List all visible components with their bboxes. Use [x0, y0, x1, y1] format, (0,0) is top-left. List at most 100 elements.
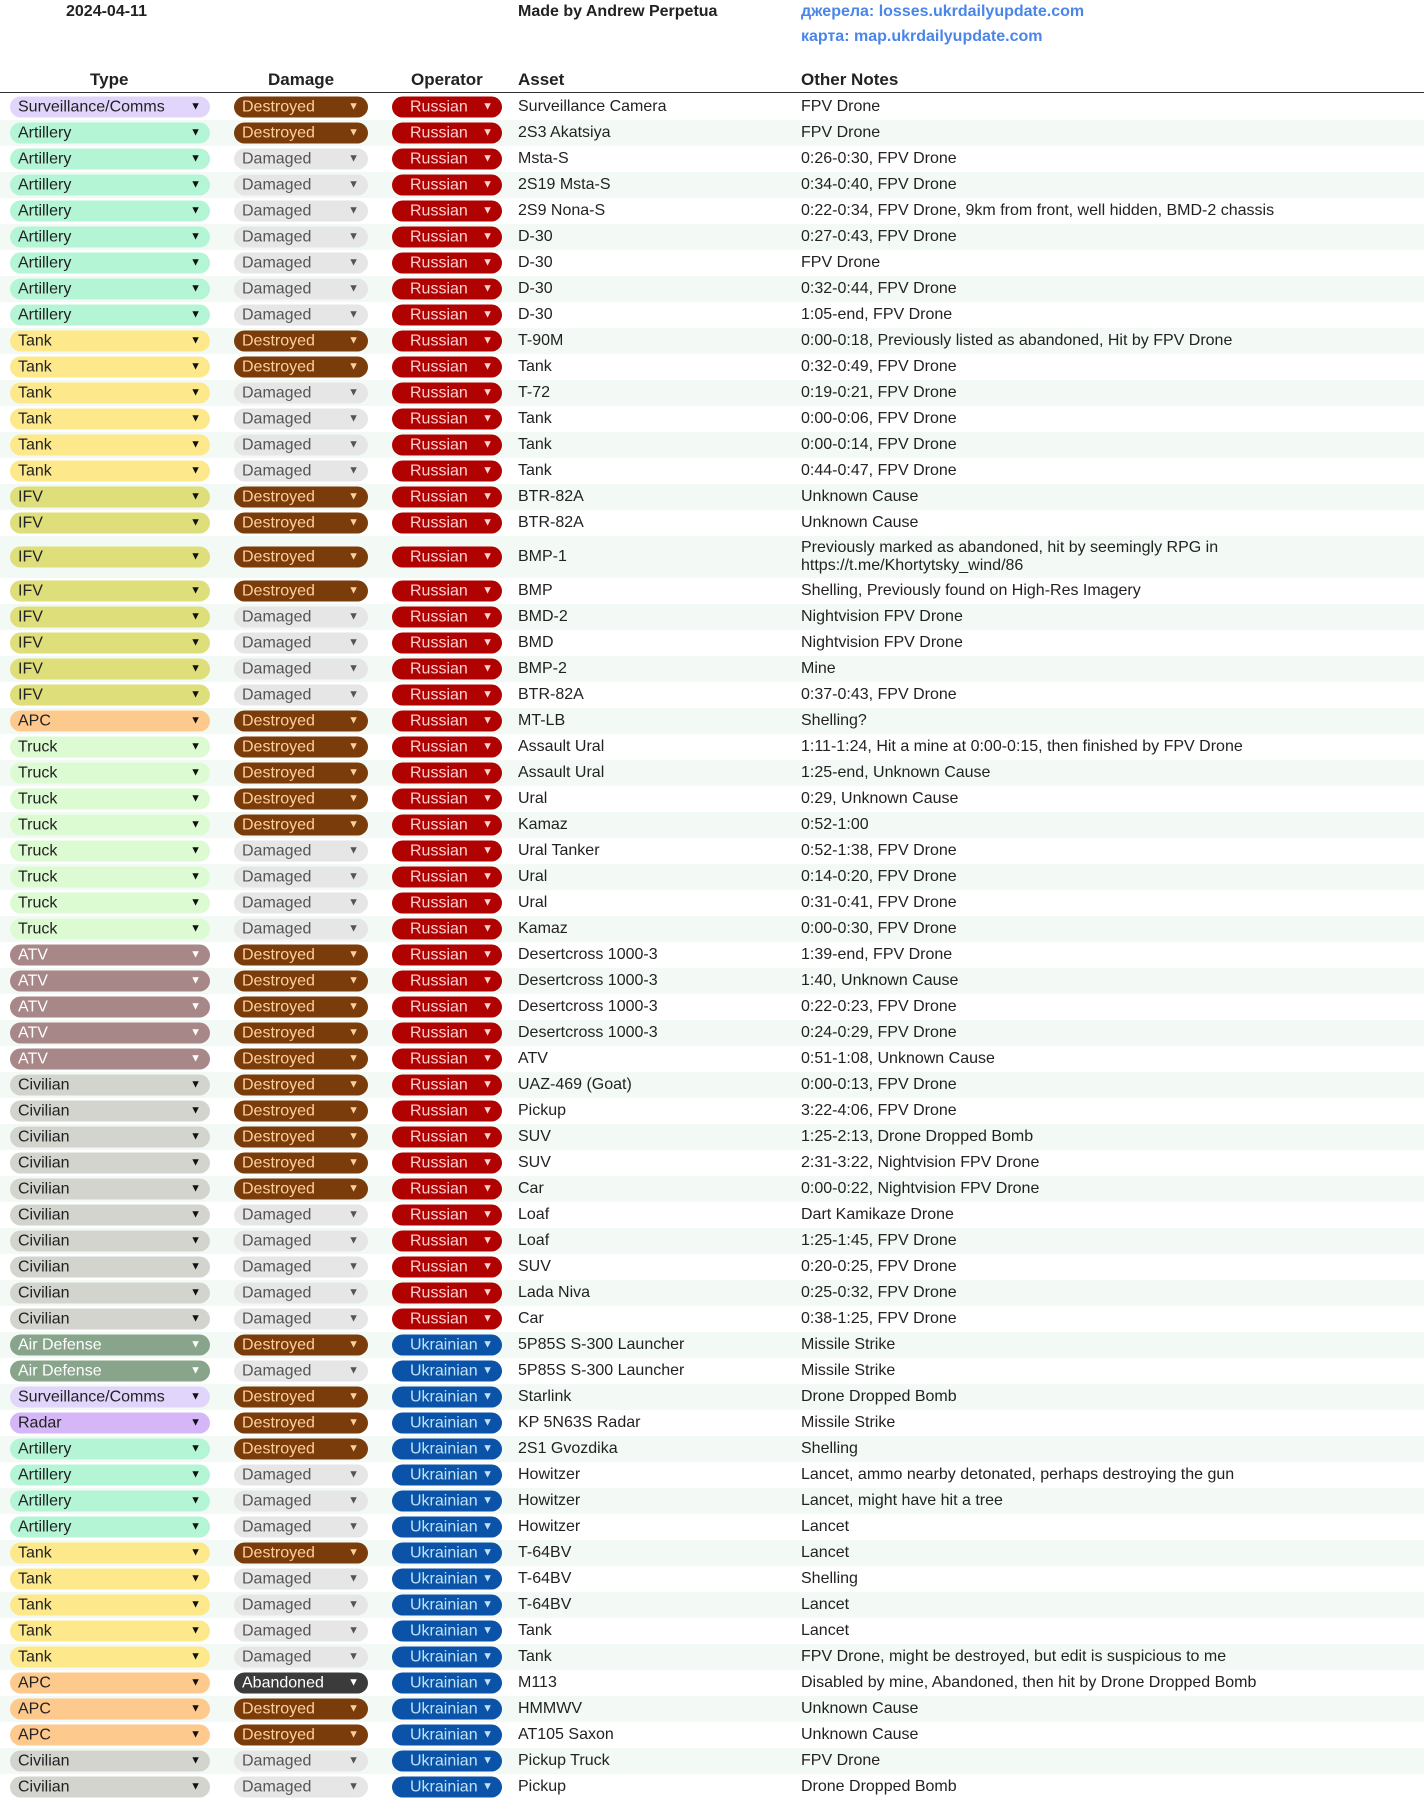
damage-dropdown[interactable]: Damaged ▼: [234, 434, 368, 456]
type-dropdown[interactable]: Artillery ▼: [10, 200, 210, 222]
operator-dropdown[interactable]: Russian ▼: [392, 1230, 502, 1252]
operator-dropdown[interactable]: Russian ▼: [392, 606, 502, 628]
damage-dropdown[interactable]: Damaged ▼: [234, 278, 368, 300]
type-dropdown[interactable]: Civilian ▼: [10, 1204, 210, 1226]
operator-dropdown[interactable]: Russian ▼: [392, 866, 502, 888]
damage-dropdown[interactable]: Damaged ▼: [234, 1490, 368, 1512]
damage-dropdown[interactable]: Destroyed ▼: [234, 486, 368, 508]
damage-dropdown[interactable]: Destroyed ▼: [234, 1074, 368, 1096]
operator-dropdown[interactable]: Russian ▼: [392, 278, 502, 300]
damage-dropdown[interactable]: Destroyed ▼: [234, 1152, 368, 1174]
operator-dropdown[interactable]: Ukrainian ▼: [392, 1542, 502, 1564]
operator-dropdown[interactable]: Russian ▼: [392, 788, 502, 810]
type-dropdown[interactable]: ATV ▼: [10, 970, 210, 992]
type-dropdown[interactable]: Civilian ▼: [10, 1152, 210, 1174]
damage-dropdown[interactable]: Destroyed ▼: [234, 736, 368, 758]
damage-dropdown[interactable]: Damaged ▼: [234, 1516, 368, 1538]
operator-dropdown[interactable]: Russian ▼: [392, 840, 502, 862]
operator-dropdown[interactable]: Russian ▼: [392, 736, 502, 758]
damage-dropdown[interactable]: Destroyed ▼: [234, 1542, 368, 1564]
damage-dropdown[interactable]: Damaged ▼: [234, 1282, 368, 1304]
damage-dropdown[interactable]: Destroyed ▼: [234, 814, 368, 836]
damage-dropdown[interactable]: Damaged ▼: [234, 304, 368, 326]
damage-dropdown[interactable]: Abandoned ▼: [234, 1672, 368, 1694]
operator-dropdown[interactable]: Ukrainian ▼: [392, 1490, 502, 1512]
type-dropdown[interactable]: Truck ▼: [10, 814, 210, 836]
type-dropdown[interactable]: Civilian ▼: [10, 1256, 210, 1278]
damage-dropdown[interactable]: Destroyed ▼: [234, 762, 368, 784]
operator-dropdown[interactable]: Russian ▼: [392, 1074, 502, 1096]
type-dropdown[interactable]: IFV ▼: [10, 512, 210, 534]
operator-dropdown[interactable]: Russian ▼: [392, 486, 502, 508]
operator-dropdown[interactable]: Ukrainian ▼: [392, 1334, 502, 1356]
operator-dropdown[interactable]: Russian ▼: [392, 684, 502, 706]
type-dropdown[interactable]: Truck ▼: [10, 866, 210, 888]
type-dropdown[interactable]: Surveillance/Comms ▼: [10, 96, 210, 118]
damage-dropdown[interactable]: Damaged ▼: [234, 1204, 368, 1226]
damage-dropdown[interactable]: Damaged ▼: [234, 1230, 368, 1252]
type-dropdown[interactable]: Artillery ▼: [10, 1490, 210, 1512]
operator-dropdown[interactable]: Russian ▼: [392, 512, 502, 534]
type-dropdown[interactable]: Civilian ▼: [10, 1282, 210, 1304]
type-dropdown[interactable]: Civilian ▼: [10, 1178, 210, 1200]
damage-dropdown[interactable]: Destroyed ▼: [234, 1438, 368, 1460]
operator-dropdown[interactable]: Russian ▼: [392, 408, 502, 430]
damage-dropdown[interactable]: Damaged ▼: [234, 1568, 368, 1590]
damage-dropdown[interactable]: Destroyed ▼: [234, 1724, 368, 1746]
type-dropdown[interactable]: IFV ▼: [10, 546, 210, 568]
damage-dropdown[interactable]: Damaged ▼: [234, 382, 368, 404]
damage-dropdown[interactable]: Destroyed ▼: [234, 1412, 368, 1434]
sources-link[interactable]: джерела: losses.ukrdailyupdate.com: [801, 3, 1085, 20]
operator-dropdown[interactable]: Russian ▼: [392, 1178, 502, 1200]
damage-dropdown[interactable]: Destroyed ▼: [234, 122, 368, 144]
operator-dropdown[interactable]: Russian ▼: [392, 814, 502, 836]
type-dropdown[interactable]: APC ▼: [10, 1672, 210, 1694]
operator-dropdown[interactable]: Ukrainian ▼: [392, 1698, 502, 1720]
damage-dropdown[interactable]: Destroyed ▼: [234, 710, 368, 732]
damage-dropdown[interactable]: Destroyed ▼: [234, 1022, 368, 1044]
type-dropdown[interactable]: Civilian ▼: [10, 1230, 210, 1252]
type-dropdown[interactable]: Tank ▼: [10, 1542, 210, 1564]
operator-dropdown[interactable]: Russian ▼: [392, 330, 502, 352]
operator-dropdown[interactable]: Russian ▼: [392, 226, 502, 248]
type-dropdown[interactable]: Artillery ▼: [10, 122, 210, 144]
operator-dropdown[interactable]: Russian ▼: [392, 356, 502, 378]
operator-dropdown[interactable]: Ukrainian ▼: [392, 1360, 502, 1382]
damage-dropdown[interactable]: Damaged ▼: [234, 252, 368, 274]
operator-dropdown[interactable]: Ukrainian ▼: [392, 1438, 502, 1460]
damage-dropdown[interactable]: Destroyed ▼: [234, 356, 368, 378]
operator-dropdown[interactable]: Russian ▼: [392, 148, 502, 170]
type-dropdown[interactable]: Artillery ▼: [10, 1516, 210, 1538]
operator-dropdown[interactable]: Russian ▼: [392, 1256, 502, 1278]
type-dropdown[interactable]: Artillery ▼: [10, 1438, 210, 1460]
type-dropdown[interactable]: Artillery ▼: [10, 148, 210, 170]
damage-dropdown[interactable]: Destroyed ▼: [234, 944, 368, 966]
type-dropdown[interactable]: Truck ▼: [10, 788, 210, 810]
type-dropdown[interactable]: APC ▼: [10, 710, 210, 732]
damage-dropdown[interactable]: Damaged ▼: [234, 918, 368, 940]
damage-dropdown[interactable]: Damaged ▼: [234, 1750, 368, 1772]
damage-dropdown[interactable]: Damaged ▼: [234, 606, 368, 628]
type-dropdown[interactable]: Civilian ▼: [10, 1750, 210, 1772]
type-dropdown[interactable]: ATV ▼: [10, 1048, 210, 1070]
type-dropdown[interactable]: Tank ▼: [10, 382, 210, 404]
operator-dropdown[interactable]: Ukrainian ▼: [392, 1464, 502, 1486]
type-dropdown[interactable]: Artillery ▼: [10, 1464, 210, 1486]
operator-dropdown[interactable]: Russian ▼: [392, 122, 502, 144]
damage-dropdown[interactable]: Destroyed ▼: [234, 96, 368, 118]
type-dropdown[interactable]: Civilian ▼: [10, 1776, 210, 1798]
damage-dropdown[interactable]: Damaged ▼: [234, 148, 368, 170]
damage-dropdown[interactable]: Damaged ▼: [234, 1464, 368, 1486]
operator-dropdown[interactable]: Ukrainian ▼: [392, 1620, 502, 1642]
type-dropdown[interactable]: Truck ▼: [10, 762, 210, 784]
type-dropdown[interactable]: Artillery ▼: [10, 304, 210, 326]
damage-dropdown[interactable]: Destroyed ▼: [234, 1698, 368, 1720]
damage-dropdown[interactable]: Damaged ▼: [234, 684, 368, 706]
type-dropdown[interactable]: Civilian ▼: [10, 1126, 210, 1148]
damage-dropdown[interactable]: Damaged ▼: [234, 1646, 368, 1668]
damage-dropdown[interactable]: Damaged ▼: [234, 226, 368, 248]
operator-dropdown[interactable]: Russian ▼: [392, 658, 502, 680]
damage-dropdown[interactable]: Damaged ▼: [234, 866, 368, 888]
type-dropdown[interactable]: Tank ▼: [10, 1568, 210, 1590]
type-dropdown[interactable]: Truck ▼: [10, 840, 210, 862]
